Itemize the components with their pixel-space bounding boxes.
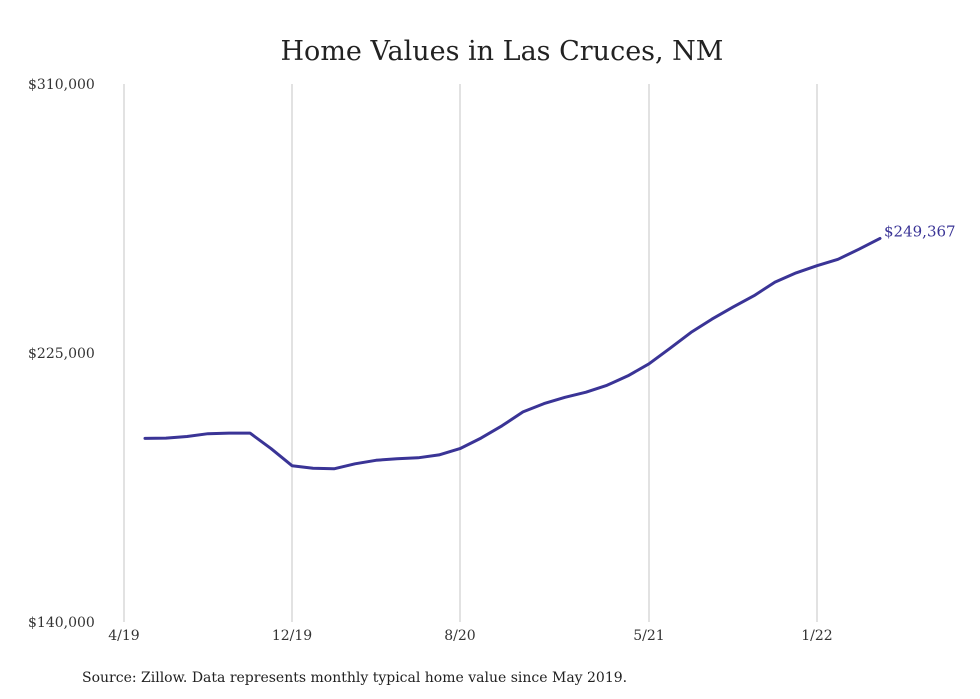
- x-tick-label: 12/19: [272, 628, 312, 644]
- x-tick-label: 1/22: [801, 628, 832, 644]
- x-tick-label: 8/20: [444, 628, 475, 644]
- source-note: Source: Zillow. Data represents monthly …: [82, 670, 627, 686]
- y-axis-ticks: $310,000 $225,000 $140,000: [28, 77, 95, 631]
- y-tick-label: $225,000: [28, 346, 95, 362]
- end-value-label: $249,367: [884, 222, 956, 240]
- series-line-home-value: [143, 236, 882, 471]
- x-axis-ticks: 4/19 12/19 8/20 5/21 1/22: [108, 628, 832, 644]
- gridlines: [123, 84, 818, 622]
- y-tick-label: $140,000: [28, 615, 95, 631]
- x-tick-label: 5/21: [633, 628, 664, 644]
- y-tick-label: $310,000: [28, 77, 95, 93]
- chart-title: Home Values in Las Cruces, NM: [281, 36, 724, 67]
- x-tick-label: 4/19: [108, 628, 139, 644]
